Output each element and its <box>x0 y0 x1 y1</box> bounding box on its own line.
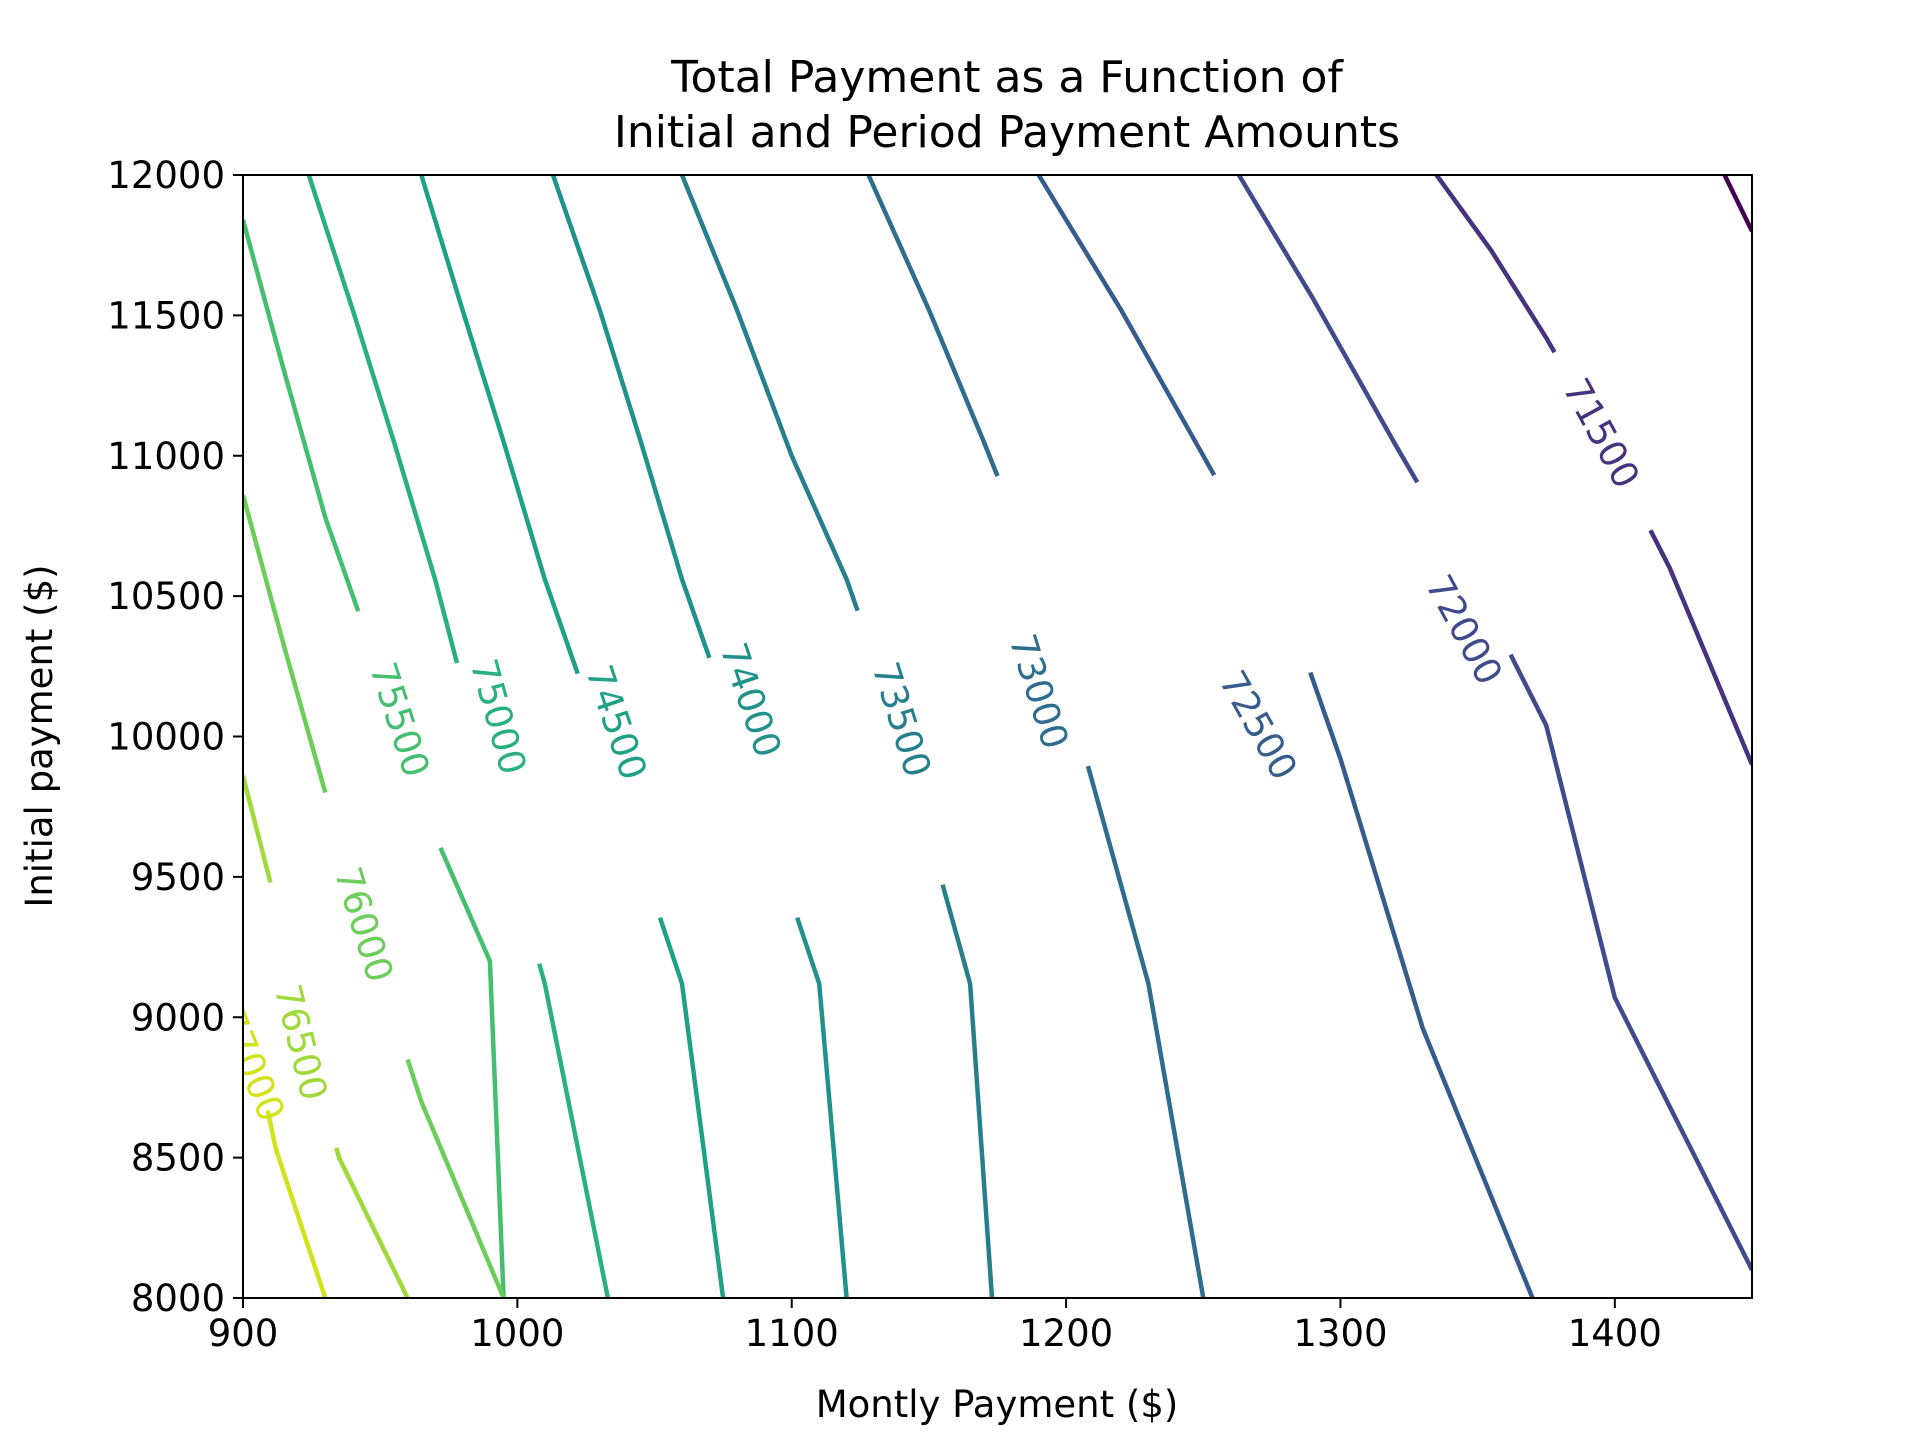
y-tick-label-8500: 8500 <box>131 1137 225 1180</box>
contour-line-75000-part-1 <box>306 175 460 664</box>
y-tick-label-10500: 10500 <box>107 575 225 618</box>
contour-line-76000-part-2 <box>405 1058 506 1298</box>
contour-line-76500-part-2 <box>334 1147 410 1298</box>
contour-line-71500-part-1 <box>1434 175 1557 354</box>
y-tick-label-9000: 9000 <box>131 996 225 1039</box>
y-tick-label-11000: 11000 <box>107 435 225 478</box>
contour-line-73500-part-1 <box>679 175 860 612</box>
contour-line-76500-part-1 <box>243 775 273 884</box>
contour-line-71000 <box>1722 175 1752 233</box>
contour-line-76000-part-1 <box>243 494 328 794</box>
chart-title-line-1: Total Payment as a Function of <box>670 52 1344 103</box>
y-tick-label-11500: 11500 <box>107 294 225 337</box>
contour-line-75500-part-2 <box>438 847 506 1298</box>
x-tick-label-1200: 1200 <box>1019 1312 1113 1355</box>
chart-title-line-2: Initial and Period Payment Amounts <box>614 107 1400 158</box>
x-tick-label-1400: 1400 <box>1568 1312 1662 1355</box>
x-axis-ticks: 900 1000 1100 1200 1300 1400 <box>208 1298 1662 1355</box>
contour-line-71500-part-2 <box>1648 529 1752 766</box>
contour-line-72500-part-2 <box>1308 671 1535 1298</box>
contour-line-75000-part-2 <box>537 963 611 1298</box>
y-tick-label-8000: 8000 <box>131 1277 225 1320</box>
contour-line-74000-part-1 <box>550 175 712 659</box>
y-tick-label-10000: 10000 <box>107 716 225 759</box>
x-axis-label: Montly Payment ($) <box>816 1383 1179 1426</box>
contour-line-73500-part-2 <box>940 884 995 1298</box>
contour-line-74500-part-2 <box>657 916 726 1298</box>
x-tick-label-1300: 1300 <box>1293 1312 1387 1355</box>
contour-line-73000-part-2 <box>1085 765 1206 1298</box>
contour-line-72500-part-1 <box>1036 175 1217 477</box>
contour-line-74500-part-1 <box>419 175 580 675</box>
contour-lines <box>243 175 1752 1298</box>
contour-line-72000-part-1 <box>1236 175 1420 484</box>
x-tick-label-900: 900 <box>208 1312 279 1355</box>
contour-line-75500-part-1 <box>243 219 361 612</box>
contour-line-77000 <box>265 1110 328 1298</box>
contour-line-72000-part-2 <box>1508 653 1752 1271</box>
y-tick-label-9500: 9500 <box>131 856 225 899</box>
y-tick-label-12000: 12000 <box>107 154 225 197</box>
contour-line-74000-part-2 <box>795 916 849 1298</box>
y-axis-ticks: 8000 8500 9000 9500 10000 10500 11000 11500 1200… <box>107 154 243 1320</box>
x-tick-label-1000: 1000 <box>470 1312 564 1355</box>
contour-line-73000-part-1 <box>866 175 1000 477</box>
x-tick-label-1100: 1100 <box>745 1312 839 1355</box>
y-axis-label: Initial payment ($) <box>18 564 61 907</box>
